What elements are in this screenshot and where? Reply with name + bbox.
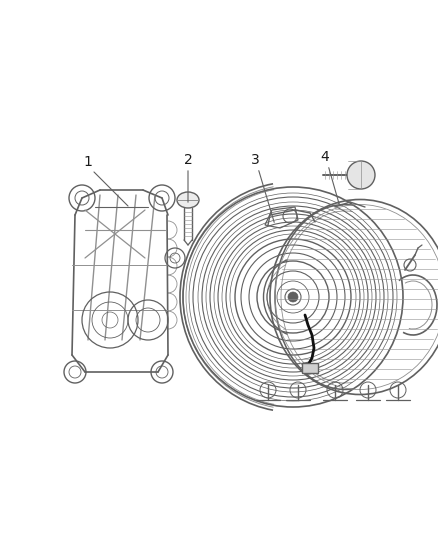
Circle shape [347,161,375,189]
Text: 3: 3 [251,153,259,167]
Text: 1: 1 [84,155,92,169]
Text: 4: 4 [321,150,329,164]
Text: 2: 2 [184,153,192,167]
Polygon shape [302,363,318,373]
Circle shape [288,292,298,302]
Ellipse shape [177,192,199,208]
